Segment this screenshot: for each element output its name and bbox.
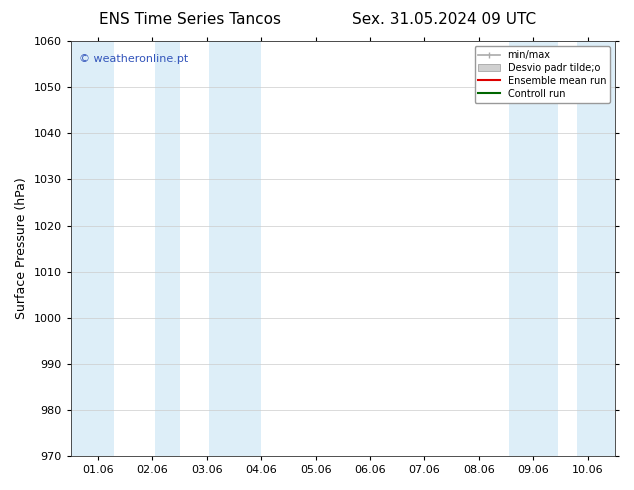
Text: Sex. 31.05.2024 09 UTC: Sex. 31.05.2024 09 UTC	[352, 12, 536, 27]
Bar	[209, 41, 261, 456]
Bar	[508, 41, 558, 456]
Text: ENS Time Series Tancos: ENS Time Series Tancos	[99, 12, 281, 27]
Text: © weatheronline.pt: © weatheronline.pt	[79, 54, 188, 64]
Bar	[577, 41, 615, 456]
Bar	[71, 41, 114, 456]
Legend: min/max, Desvio padr tilde;o, Ensemble mean run, Controll run: min/max, Desvio padr tilde;o, Ensemble m…	[474, 46, 610, 102]
Y-axis label: Surface Pressure (hPa): Surface Pressure (hPa)	[15, 178, 28, 319]
Bar	[155, 41, 179, 456]
